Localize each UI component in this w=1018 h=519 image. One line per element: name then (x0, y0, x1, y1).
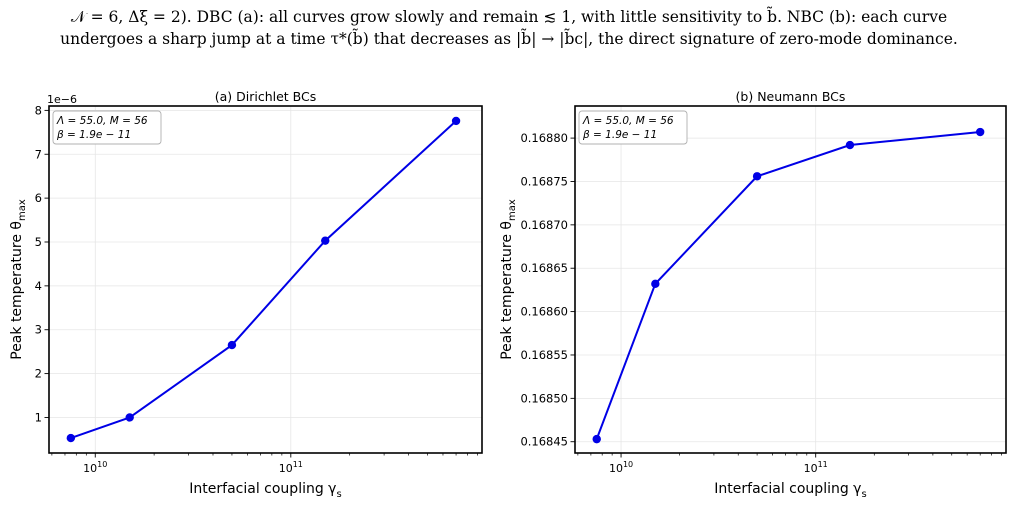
x-tick-label: 1010 (83, 460, 107, 475)
caption-line-2: undergoes a sharp jump at a time τ*(b̃) … (60, 30, 958, 48)
y-tick-label: 0.16845 (520, 435, 568, 449)
data-point (321, 236, 330, 245)
chart-title: (a) Dirichlet BCs (215, 89, 317, 104)
y-tick-label: 0.16865 (520, 261, 568, 275)
y-tick-label: 0.16850 (520, 391, 568, 405)
axes-frame (48, 105, 483, 454)
y-tick-label: 1 (35, 410, 42, 424)
y-tick-label: 8 (35, 103, 42, 117)
y-tick-label: 0.16875 (520, 174, 568, 188)
data-point (592, 434, 601, 444)
series-line (70, 120, 457, 440)
chart-title: (b) Neumann BCs (736, 89, 846, 104)
y-tick-label: 5 (35, 235, 42, 249)
y-tick-label: 3 (35, 323, 42, 337)
annotation-line: Λ = 55.0, M = 56 (56, 115, 148, 127)
annotation-line: β = 1.9e − 11 (582, 129, 657, 141)
chart-panel-a: 1010 1011 1 2 3 4 5 6 7 8 1e−6 (a) Dirichlet BCs Int… (9, 89, 483, 500)
annotation-line: Λ = 55.0, M = 56 (582, 115, 674, 127)
caption-line-1: 𝒩 = 6, Δξ = 2). DBC (a): all curves grow… (70, 8, 948, 26)
x-tick-label: 1011 (279, 460, 303, 475)
annotation-box (52, 110, 162, 145)
data-point (451, 116, 461, 126)
data-point (975, 127, 985, 137)
annotation-box (578, 110, 688, 145)
x-axis-label: Interfacial coupling γs (189, 481, 341, 500)
x-tick-label: 1011 (804, 460, 828, 475)
data-point (651, 279, 660, 289)
annotation-line: β = 1.9e − 11 (56, 129, 131, 141)
chart-panel-b: 1010 1011 0.16845 0.16850 0.16855 0.16860 0.16… (499, 89, 1007, 500)
offset-text: 1e−6 (47, 93, 77, 106)
y-tick-label: 6 (35, 191, 42, 205)
y-tick-label: 0.16870 (520, 218, 568, 232)
y-tick-label: 4 (35, 279, 42, 293)
data-point (125, 413, 134, 422)
y-tick-label: 2 (35, 367, 42, 381)
y-axis-label: Peak temperature θmax (9, 199, 28, 360)
y-tick-label: 7 (35, 147, 42, 161)
data-point (66, 433, 76, 443)
data-point (845, 140, 855, 150)
data-point (227, 340, 237, 350)
x-axis-label: Interfacial coupling γs (714, 481, 866, 500)
axes-frame (574, 105, 1007, 454)
y-tick-label: 0.16860 (520, 305, 568, 319)
y-tick-label: 0.16855 (520, 348, 568, 362)
x-tick-label: 1010 (609, 460, 633, 475)
data-point (752, 172, 762, 181)
y-tick-label: 0.16880 (520, 131, 568, 145)
y-axis-label: Peak temperature θmax (499, 199, 518, 360)
